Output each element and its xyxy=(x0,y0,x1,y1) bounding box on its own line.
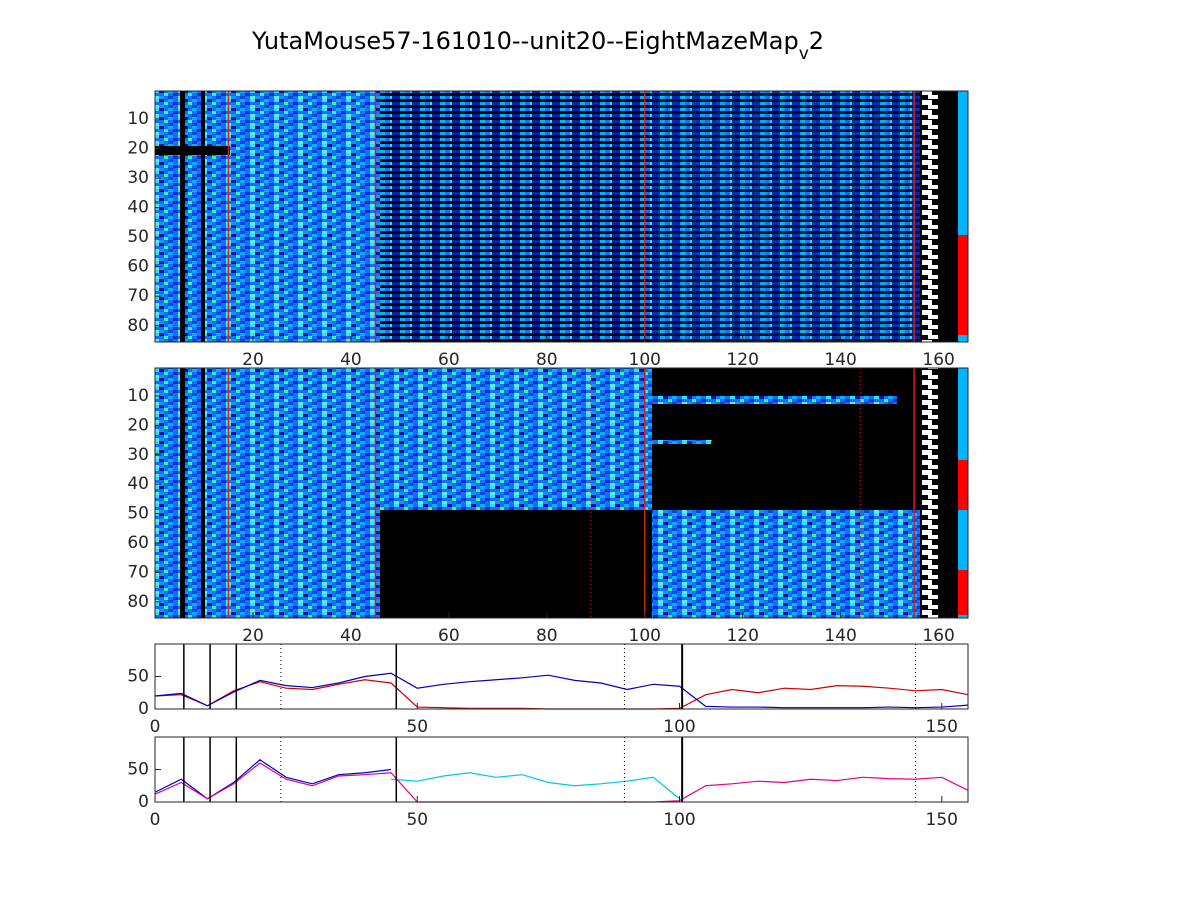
title-sub: v xyxy=(799,44,809,64)
y-tick-label: 50 xyxy=(127,760,149,780)
y-tick-label: 10 xyxy=(127,109,149,129)
y-tick-label: 10 xyxy=(127,386,149,406)
y-tick-label: 50 xyxy=(127,667,149,687)
x-tick-label: 50 xyxy=(406,717,428,737)
y-tick-label: 0 xyxy=(138,699,149,719)
series-line xyxy=(154,672,969,709)
axes-box xyxy=(154,367,969,619)
x-tick-label: 150 xyxy=(926,810,958,830)
x-tick-label: 80 xyxy=(536,626,558,646)
y-tick-label: 50 xyxy=(127,227,149,247)
x-tick-label: 20 xyxy=(242,626,264,646)
x-tick-label: 40 xyxy=(340,626,362,646)
axes-box xyxy=(154,643,969,710)
y-tick-label: 0 xyxy=(138,792,149,812)
y-tick-label: 20 xyxy=(127,415,149,435)
x-tick-label: 80 xyxy=(536,350,558,370)
x-tick-label: 120 xyxy=(726,350,758,370)
y-tick-label: 40 xyxy=(127,198,149,218)
x-tick-label: 140 xyxy=(824,626,856,646)
x-tick-label: 0 xyxy=(150,810,161,830)
x-tick-label: 100 xyxy=(629,626,661,646)
x-tick-label: 0 xyxy=(150,717,161,737)
y-tick-label: 60 xyxy=(127,533,149,553)
y-tick-label: 50 xyxy=(127,504,149,524)
y-tick-label: 20 xyxy=(127,139,149,159)
y-tick-label: 60 xyxy=(127,257,149,277)
axes-box xyxy=(154,736,969,803)
x-tick-label: 20 xyxy=(242,350,264,370)
y-tick-label: 70 xyxy=(127,562,149,582)
x-tick-label: 160 xyxy=(922,626,954,646)
title-main: YutaMouse57-161010--unit20--EightMazeMap xyxy=(251,27,799,55)
x-tick-label: 100 xyxy=(663,717,695,737)
x-tick-label: 160 xyxy=(922,350,954,370)
axes-box xyxy=(154,90,969,343)
x-tick-label: 50 xyxy=(406,810,428,830)
x-tick-label: 60 xyxy=(438,626,460,646)
y-tick-label: 80 xyxy=(127,592,149,612)
x-tick-label: 150 xyxy=(926,717,958,737)
title-tail: 2 xyxy=(809,27,824,55)
y-tick-label: 30 xyxy=(127,168,149,188)
x-tick-label: 100 xyxy=(663,810,695,830)
y-tick-label: 30 xyxy=(127,445,149,465)
y-tick-label: 70 xyxy=(127,286,149,306)
series-line xyxy=(154,762,969,803)
x-tick-label: 100 xyxy=(629,350,661,370)
y-tick-label: 40 xyxy=(127,474,149,494)
heatmap-image xyxy=(155,368,968,618)
x-tick-label: 120 xyxy=(726,626,758,646)
heatmap-image xyxy=(155,91,968,342)
y-tick-label: 80 xyxy=(127,316,149,336)
chart-title: YutaMouse57-161010--unit20--EightMazeMap… xyxy=(251,27,824,64)
x-tick-label: 60 xyxy=(438,350,460,370)
series-line xyxy=(390,772,680,800)
x-tick-label: 40 xyxy=(340,350,362,370)
series-line xyxy=(154,758,392,800)
x-tick-label: 140 xyxy=(824,350,856,370)
